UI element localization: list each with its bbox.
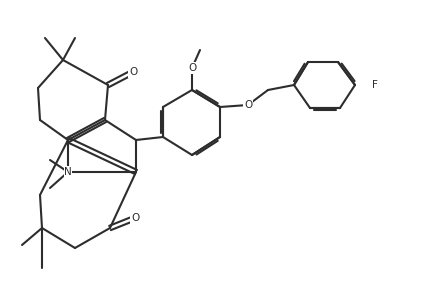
Text: O: O: [244, 100, 252, 110]
Text: N: N: [64, 167, 72, 177]
Text: O: O: [131, 213, 139, 223]
Text: O: O: [188, 63, 196, 73]
Text: O: O: [129, 67, 137, 77]
Text: F: F: [372, 80, 378, 90]
